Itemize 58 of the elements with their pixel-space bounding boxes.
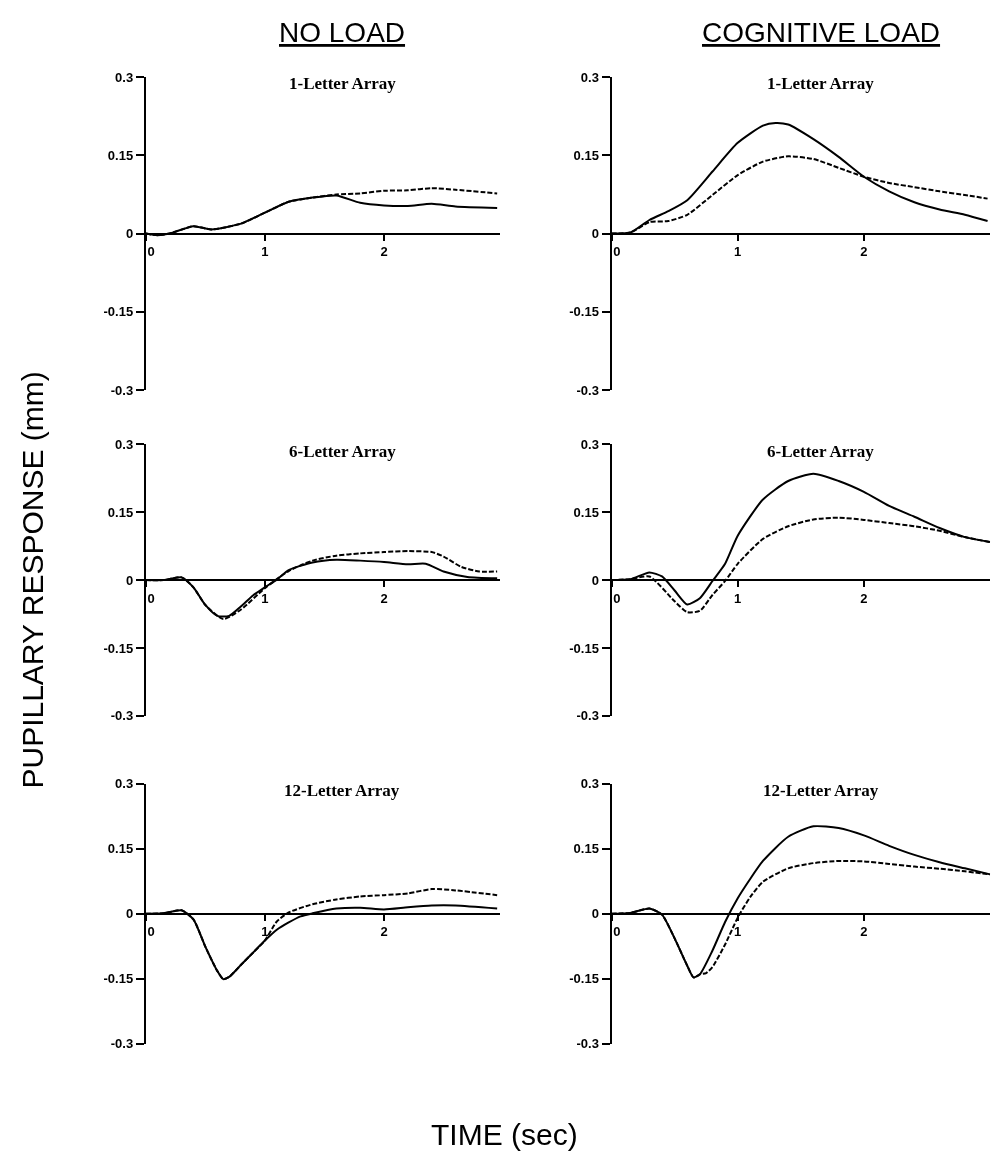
y-tick-label: -0.3 bbox=[110, 708, 134, 724]
y-tick-label: 0 bbox=[591, 906, 599, 922]
x-tick-label: 0 bbox=[136, 244, 155, 260]
y-tick-label: -0.3 bbox=[110, 1036, 134, 1052]
x-tick-label: 2 bbox=[860, 244, 868, 260]
y-axis-title: PUPILLARY RESPONSE (mm) bbox=[16, 371, 50, 789]
chart-title: 1-Letter Array bbox=[767, 74, 875, 93]
x-tick-label: 0 bbox=[602, 244, 621, 260]
x-tick-label: 1 bbox=[261, 590, 269, 606]
x-tick-label: 2 bbox=[380, 924, 388, 940]
chart-title: 1-Letter Array bbox=[289, 74, 397, 93]
y-tick-label: -0.3 bbox=[110, 382, 134, 398]
y-tick-label: 0.3 bbox=[580, 776, 599, 792]
x-tick-label: 0 bbox=[602, 590, 621, 606]
text: NO LOAD bbox=[279, 17, 406, 48]
y-tick-label: 0.15 bbox=[107, 147, 134, 163]
x-tick-label: 1 bbox=[734, 590, 742, 606]
x-tick-label: 0 bbox=[136, 590, 155, 606]
x-tick-label: 2 bbox=[380, 244, 388, 260]
y-tick-label: 0.3 bbox=[580, 69, 599, 85]
y-tick-label: 0.3 bbox=[115, 69, 134, 85]
y-tick-label: -0.15 bbox=[103, 304, 134, 320]
y-tick-label: 0.15 bbox=[107, 841, 134, 857]
x-tick-label: 2 bbox=[380, 590, 388, 606]
y-tick-label: -0.3 bbox=[576, 382, 599, 398]
x-tick-label: 0 bbox=[602, 924, 621, 940]
y-tick-label: 0 bbox=[125, 226, 134, 242]
chart-title: 6-Letter Array bbox=[289, 442, 397, 461]
x-tick-label: 1 bbox=[734, 244, 742, 260]
y-tick-label: 0.3 bbox=[115, 436, 134, 452]
y-tick-label: -0.3 bbox=[576, 708, 599, 724]
chart-title: 12-Letter Array bbox=[763, 781, 879, 800]
x-tick-label: 2 bbox=[860, 924, 868, 940]
y-tick-label: 0 bbox=[125, 906, 134, 922]
chart-title: 12-Letter Array bbox=[284, 781, 400, 800]
y-tick-label: 0.3 bbox=[115, 776, 134, 792]
y-tick-label: 0 bbox=[591, 226, 599, 242]
y-tick-label: -0.15 bbox=[569, 304, 599, 320]
x-tick-label: 0 bbox=[136, 924, 155, 940]
text: COGNITIVE LOAD bbox=[702, 17, 941, 48]
x-tick-label: 1 bbox=[261, 924, 269, 940]
y-tick-label: -0.3 bbox=[576, 1036, 599, 1052]
x-tick-label: 1 bbox=[734, 924, 742, 940]
x-axis-title: TIME (sec) bbox=[431, 1118, 578, 1151]
y-tick-label: 0.15 bbox=[107, 504, 134, 520]
y-tick-label: 0.15 bbox=[573, 504, 599, 520]
chart-title: 6-Letter Array bbox=[767, 442, 875, 461]
y-tick-label: 0 bbox=[591, 572, 599, 588]
y-tick-label: 0.3 bbox=[580, 436, 599, 452]
x-tick-label: 1 bbox=[261, 244, 269, 260]
y-tick-label: 0 bbox=[125, 572, 134, 588]
y-tick-label: -0.15 bbox=[103, 971, 134, 987]
y-tick-label: -0.15 bbox=[569, 971, 599, 987]
y-tick-label: 0.15 bbox=[573, 841, 599, 857]
y-tick-label: -0.15 bbox=[103, 640, 134, 656]
x-tick-label: 2 bbox=[860, 590, 868, 606]
y-tick-label: 0.15 bbox=[573, 147, 599, 163]
y-tick-label: -0.15 bbox=[569, 640, 599, 656]
